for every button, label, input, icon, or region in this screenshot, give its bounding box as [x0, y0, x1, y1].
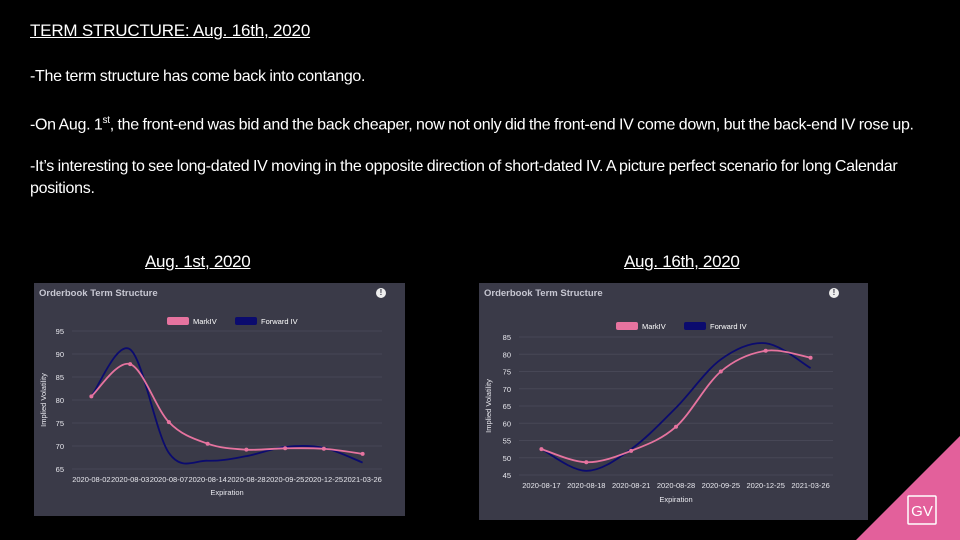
markiv-point: [205, 441, 210, 446]
bullet-contango: -The term structure has come back into c…: [30, 68, 366, 85]
x-tick-label: 2020-08-03: [111, 475, 149, 484]
gv-logo-corner: GV: [856, 436, 960, 540]
y-axis-label: Implied Volatility: [484, 379, 493, 433]
y-tick-label: 50: [503, 454, 511, 463]
x-tick-label: 2020-08-18: [567, 481, 605, 490]
markiv-point: [584, 460, 589, 465]
x-tick-label: 2020-08-21: [612, 481, 650, 490]
bullet-calendar: -It’s interesting to see long-dated IV m…: [30, 158, 898, 197]
series-line-markiv: [90, 363, 363, 455]
markiv-point: [674, 424, 678, 429]
chart-panel-aug16: Orderbook Term Structure ! 45 50 55 60 65 70 7…: [479, 283, 868, 520]
y-tick-label: 70: [56, 442, 64, 451]
legend-swatch-markiv: [167, 317, 189, 325]
y-tick-label: 45: [503, 471, 511, 480]
legend-label-markiv: MarkIV: [193, 317, 217, 326]
gv-logo-box: [907, 495, 937, 525]
markiv-point: [629, 448, 634, 453]
y-tick-label: 65: [503, 402, 511, 411]
info-icon[interactable]: !: [376, 288, 386, 298]
y-tick-label: 80: [503, 350, 511, 359]
y-tick-label: 95: [56, 327, 64, 336]
x-axis-label: Expiration: [210, 488, 243, 497]
markiv-point: [128, 362, 133, 367]
info-icon[interactable]: !: [829, 288, 839, 298]
y-tick-label: 70: [503, 385, 511, 394]
x-tick-label: 2021-03-26: [791, 481, 829, 490]
gv-logo-text: GV: [911, 503, 933, 520]
markiv-point: [283, 446, 288, 451]
y-tick-label: 55: [503, 437, 511, 446]
x-tick-label: 2020-08-07: [150, 475, 188, 484]
x-tick-label: 2020-08-28: [227, 475, 265, 484]
x-tick-label: 2020-09-25: [266, 475, 304, 484]
legend-label-forward-iv: Forward IV: [710, 322, 747, 331]
x-tick-label: 2021-03-26: [343, 475, 381, 484]
x-tick-label: 2020-08-17: [522, 481, 560, 490]
corner-triangle: [856, 436, 960, 540]
bullet-front-back-sup: st: [102, 115, 110, 126]
term-structure-chart-aug16: 45 50 55 60 65 70 75 80 85 2020-08-17 2020-08-18 20…: [484, 322, 833, 504]
markiv-point: [539, 447, 544, 452]
y-tick-label: 75: [503, 368, 511, 377]
legend-swatch-forward-iv: [684, 322, 706, 330]
y-tick-label: 90: [56, 350, 64, 359]
markiv-point: [321, 446, 326, 451]
chart-panel-aug1: Orderbook Term Structure ! 65 70 75 80 85 90 9…: [34, 283, 405, 516]
y-tick-label: 85: [56, 373, 64, 382]
x-tick-label: 2020-12-25: [747, 481, 785, 490]
legend-swatch-forward-iv: [235, 317, 257, 325]
y-tick-label: 60: [503, 419, 511, 428]
x-axis-label: Expiration: [659, 495, 692, 504]
chart-caption-aug1: Aug. 1st, 2020: [145, 252, 251, 271]
panel-title: Orderbook Term Structure: [39, 288, 158, 299]
legend-swatch-markiv: [616, 322, 638, 330]
markiv-point: [244, 447, 249, 452]
x-tick-label: 2020-08-14: [188, 475, 226, 484]
slide-title: TERM STRUCTURE: Aug. 16th, 2020: [30, 21, 311, 40]
x-tick-label: 2020-09-25: [702, 481, 740, 490]
bullet-front-back-pre: -On Aug. 1: [30, 116, 103, 134]
markiv-point: [166, 420, 171, 425]
y-tick-label: 75: [56, 419, 64, 428]
y-tick-label: 85: [503, 333, 511, 342]
legend-label-forward-iv: Forward IV: [261, 317, 298, 326]
y-axis-label: Implied Volatility: [39, 373, 48, 427]
markiv-point: [718, 369, 723, 374]
markiv-point: [89, 394, 94, 399]
x-tick-label: 2020-12-25: [305, 475, 343, 484]
markiv-point: [763, 348, 768, 353]
x-tick-label: 2020-08-28: [657, 481, 695, 490]
x-tick-label: 2020-08-02: [72, 475, 110, 484]
series-line-forward-iv: [90, 347, 363, 465]
series-line-forward-iv: [541, 342, 812, 472]
bullet-front-back: -On Aug. 1st, the front-end was bid and …: [30, 110, 930, 136]
markiv-point: [808, 355, 813, 360]
markiv-point: [360, 451, 365, 456]
bullet-front-back-post: , the front-end was bid and the back che…: [109, 116, 914, 134]
chart-caption-aug16: Aug. 16th, 2020: [624, 252, 740, 271]
panel-title: Orderbook Term Structure: [484, 288, 603, 299]
y-tick-label: 65: [56, 465, 64, 474]
y-tick-label: 80: [56, 396, 64, 405]
legend-label-markiv: MarkIV: [642, 322, 666, 331]
